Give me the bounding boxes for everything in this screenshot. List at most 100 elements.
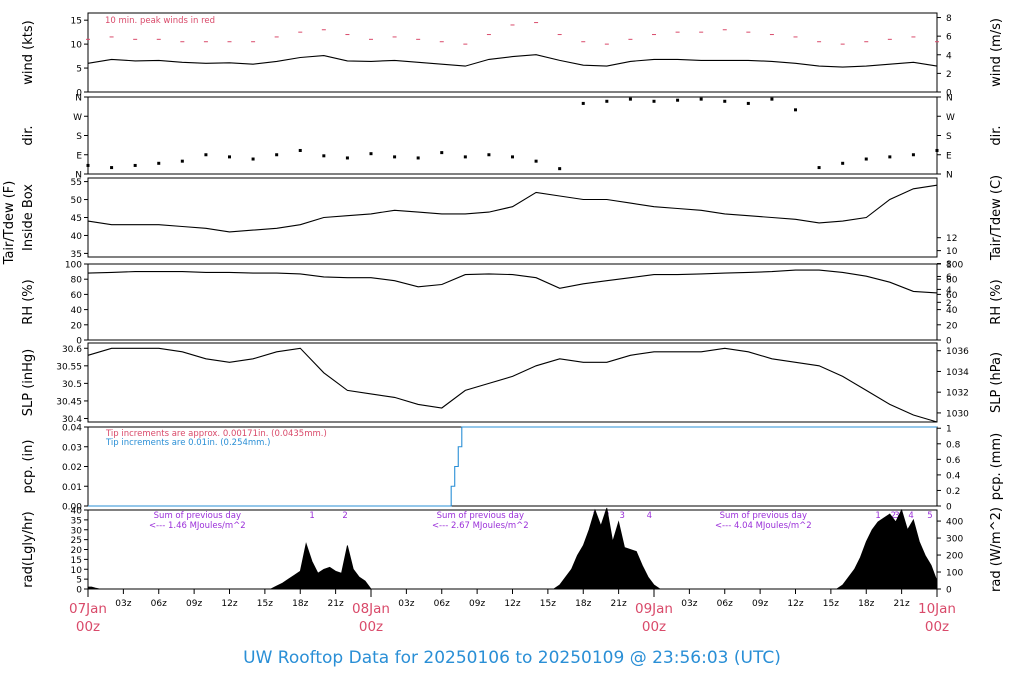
- dir-right-tick-label: N: [946, 171, 953, 181]
- rad-right-tick-label: 300: [946, 535, 963, 545]
- rad-marker: 4: [647, 511, 652, 521]
- dir-point: [298, 148, 302, 152]
- rh-ylabel-left: RH (%): [21, 279, 36, 324]
- rh-left-tick-label: 0: [76, 337, 82, 347]
- time-tick-label: 09z: [186, 599, 202, 609]
- dir-point: [794, 108, 797, 112]
- rad-left-tick-label: 30: [71, 526, 83, 536]
- temp-right-tick-label: 2: [946, 299, 952, 309]
- pcp-annotation: Tip increments are 0.01in. (0.254mm.): [105, 438, 270, 448]
- dir-left-tick-label: W: [73, 113, 82, 123]
- slp-right-tick-label: 1032: [946, 389, 969, 399]
- temp-right-tick-label: 4: [946, 286, 952, 296]
- slp-left-tick-label: 30.4: [62, 415, 82, 425]
- slp-series-line: [87, 347, 938, 423]
- dir-point: [723, 99, 727, 103]
- dir-point: [605, 99, 609, 103]
- dir-left-tick-label: S: [76, 132, 82, 142]
- wind-right-tick-label: 4: [946, 51, 952, 61]
- wind-right-tick-label: 0: [946, 89, 952, 99]
- dir-point: [180, 159, 184, 163]
- dir-point: [275, 153, 279, 157]
- dir-point: [393, 155, 397, 159]
- dir-point: [676, 98, 680, 102]
- dir-point: [322, 154, 326, 158]
- dir-point: [888, 155, 892, 159]
- rad-left-tick-label: 35: [71, 516, 82, 526]
- temp-right-tick-label: 6: [946, 273, 952, 283]
- day-time-label: 00z: [76, 619, 100, 635]
- day-time-label: 00z: [359, 619, 383, 635]
- time-tick-label: 12z: [221, 599, 237, 609]
- rad-marker: 2: [891, 511, 896, 521]
- temp-left-tick-label: 45: [71, 214, 82, 224]
- time-tick-label: 09z: [469, 599, 485, 609]
- time-tick-label: 03z: [115, 599, 131, 609]
- day-label: 07Jan: [69, 601, 107, 617]
- rad-sum-value: <--- 4.04 MJoules/m^2: [715, 521, 812, 531]
- wind-left-tick-label: 15: [71, 17, 82, 27]
- rad-marker: 1: [309, 511, 314, 521]
- rh-left-tick-label: 40: [71, 306, 83, 316]
- slp-left-tick-label: 30.5: [62, 380, 82, 390]
- time-tick-label: 18z: [575, 599, 591, 609]
- pcp-left-tick-label: 0.04: [62, 424, 82, 434]
- rad-ylabel-right: rad (W/m^2): [989, 507, 1004, 592]
- rad-sum-label: Sum of previous day: [437, 511, 524, 521]
- time-tick-label: 21z: [611, 599, 627, 609]
- dir-point: [157, 161, 161, 165]
- dir-left-tick-label: N: [75, 94, 82, 104]
- slp-left-tick-label: 30.55: [56, 362, 82, 372]
- dir-point: [534, 159, 538, 163]
- dir-point: [558, 167, 562, 171]
- dir-point: [251, 157, 255, 161]
- temp-left-tick-label: 35: [71, 250, 82, 260]
- pcp-right-tick-label: 0.6: [946, 456, 961, 466]
- dir-point: [652, 99, 656, 103]
- time-tick-label: 18z: [292, 599, 308, 609]
- slp-panel-frame: [87, 342, 938, 423]
- pcp-ylabel-right: pcp. (mm): [989, 433, 1004, 500]
- dir-point: [204, 153, 208, 157]
- wind-annotation: 10 min. peak winds in red: [105, 16, 215, 26]
- wind-left-tick-label: 10: [71, 41, 83, 51]
- pcp-right-tick-label: 0: [946, 503, 952, 513]
- time-tick-label: 06z: [434, 599, 450, 609]
- dir-left-tick-label: N: [75, 171, 82, 181]
- dir-point: [110, 166, 114, 170]
- rad-right-tick-label: 0: [946, 586, 952, 596]
- rh-right-tick-label: 80: [946, 276, 958, 286]
- wind-series-line: [87, 54, 938, 68]
- dir-point: [628, 97, 632, 101]
- day-time-label: 00z: [642, 619, 666, 635]
- dir-point: [699, 97, 703, 101]
- dir-ylabel-left: dir.: [21, 125, 36, 145]
- rad-marker: 3: [619, 511, 624, 521]
- rad-left-tick-label: 20: [71, 546, 83, 556]
- rad-right-tick-label: 100: [946, 569, 963, 579]
- rh-left-tick-label: 20: [71, 321, 83, 331]
- rad-sum-label: Sum of previous day: [154, 511, 241, 521]
- time-tick-label: 18z: [858, 599, 874, 609]
- wind-right-tick-label: 8: [946, 14, 952, 24]
- rad-sum-value: <--- 1.46 MJoules/m^2: [149, 521, 246, 531]
- slp-right-tick-label: 1036: [946, 347, 969, 357]
- rad-left-tick-label: 40: [71, 507, 83, 517]
- rad-marker: 4: [908, 511, 913, 521]
- slp-left-tick-label: 30.6: [62, 345, 82, 355]
- wind-ylabel-right: wind (m/s): [989, 18, 1004, 87]
- pcp-right-tick-label: 0.4: [946, 471, 961, 481]
- rh-series-line: [87, 269, 938, 294]
- rh-right-tick-label: 60: [946, 291, 958, 301]
- day-time-label: 00z: [925, 619, 949, 635]
- rad-left-tick-label: 0: [76, 586, 82, 596]
- rad-left-tick-label: 5: [76, 576, 82, 586]
- rh-right-tick-label: 20: [946, 321, 958, 331]
- slp-right-tick-label: 1030: [946, 409, 969, 419]
- day-label: 10Jan: [918, 601, 956, 617]
- dir-right-tick-label: S: [946, 132, 952, 142]
- temp-series-line: [87, 184, 938, 233]
- pcp-right-tick-label: 0.2: [946, 487, 960, 497]
- dir-right-tick-label: W: [946, 113, 955, 123]
- pcp-left-tick-label: 0.03: [62, 443, 82, 453]
